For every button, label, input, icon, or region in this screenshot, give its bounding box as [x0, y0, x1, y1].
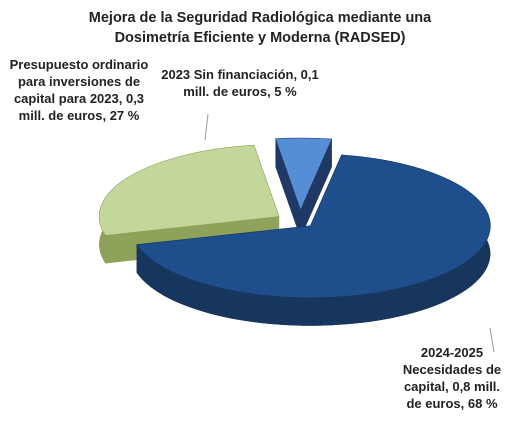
slice-label: Presupuesto ordinario para inversiones d…: [9, 57, 149, 123]
slice-label: 2023 Sin financiación, 0,1 mill. de euro…: [161, 67, 319, 99]
slice: [136, 154, 491, 299]
chart-title: Mejora de la Seguridad Radiológica media…: [88, 10, 432, 46]
leader-line: [489, 327, 495, 353]
slice: [98, 144, 280, 236]
leader-line: [204, 113, 209, 141]
slice-label: 2024-2025 Necesidades de capital, 0,8 mi…: [402, 345, 502, 411]
slice: [275, 137, 333, 211]
